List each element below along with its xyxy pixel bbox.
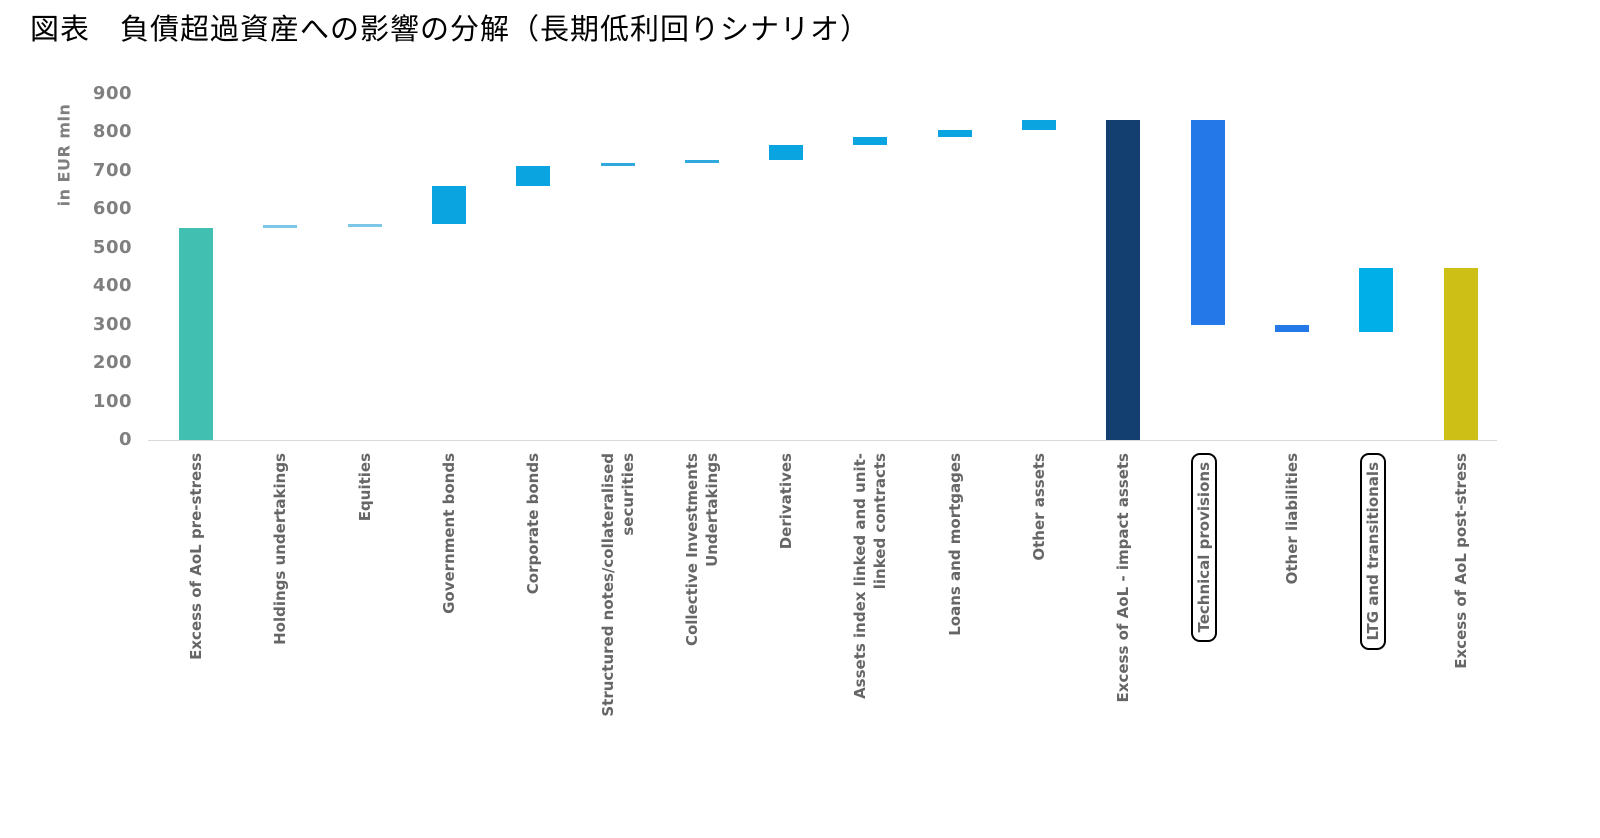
bar-excess-of-aol-pre-stress (179, 228, 213, 440)
bar-technical-provisions (1190, 119, 1225, 326)
y-tick-700: 700 (92, 159, 132, 181)
bar-collective-investments-undertakings (684, 160, 719, 164)
y-tick-100: 100 (92, 390, 132, 412)
figure-title: 図表 負債超過資産への影響の分解（長期低利回りシナリオ） (30, 12, 871, 46)
bar-assets-index-linked-and-unit-linked-contracts (853, 137, 888, 146)
x-label-other-assets: Other assets (1030, 453, 1048, 561)
x-label-loans-and-mortgages: Loans and mortgages (945, 453, 964, 636)
x-label-corporate-bonds: Corporate bonds (524, 453, 543, 595)
y-tick-900: 900 (92, 82, 132, 104)
y-tick-400: 400 (92, 275, 132, 296)
bar-structured-notes-collateralised-securities (600, 163, 635, 167)
bar-equities (347, 223, 382, 227)
y-tick-300: 300 (92, 313, 132, 335)
y-tick-200: 200 (92, 352, 132, 373)
x-label-box-technical-provisions: Technical provisions (1191, 453, 1218, 642)
x-axis-line (148, 440, 1497, 441)
x-label-holdings-undertakings: Holdings undertakings (271, 453, 290, 645)
bar-derivatives (769, 145, 804, 161)
y-tick-800: 800 (92, 121, 132, 142)
bar-corporate-bonds (516, 165, 551, 186)
bar-excess-of-aol-impact-assets (1106, 119, 1141, 440)
y-tick-600: 600 (92, 198, 132, 219)
x-label-other-liabilities: Other liabilities (1282, 453, 1301, 585)
x-label-derivatives: Derivatives (777, 453, 796, 550)
bar-other-assets (1022, 119, 1056, 130)
x-label-excess-of-aol-pre-stress: Excess of AoL pre-stress (187, 453, 205, 660)
x-label-collective-investments-undertakings: Collective Investments Undertakings (682, 453, 721, 647)
y-axis-title: in EUR mln (54, 103, 74, 207)
bar-ltg-and-transitionals (1359, 267, 1394, 332)
x-label-ltg-and-transitionals: LTG and transitionals (1359, 453, 1386, 828)
y-tick-0: 0 (118, 429, 132, 450)
bar-holdings-undertakings (263, 225, 298, 229)
bar-other-liabilities (1274, 325, 1309, 332)
x-label-equities: Equities (355, 453, 374, 522)
x-label-box-ltg-and-transitionals: LTG and transitionals (1359, 453, 1386, 650)
x-label-technical-provisions: Technical provisions (1191, 453, 1218, 828)
x-label-government-bonds: Government bonds (439, 453, 458, 614)
bar-excess-of-aol-post-stress (1443, 267, 1478, 440)
x-label-excess-of-aol-post-stress: Excess of AoL post-stress (1451, 453, 1470, 669)
x-label-excess-of-aol-impact-assets: Excess of AoL - impact assets (1114, 453, 1133, 703)
y-tick-500: 500 (92, 236, 132, 258)
bar-loans-and-mortgages (937, 129, 972, 137)
x-label-assets-index-linked-and-unit-linked-contracts: Assets index linked and unit- linked con… (851, 453, 890, 699)
bar-government-bonds (431, 185, 466, 224)
x-label-structured-notes-collateralised-securities: Structured notes/collateralised securiti… (598, 453, 637, 717)
